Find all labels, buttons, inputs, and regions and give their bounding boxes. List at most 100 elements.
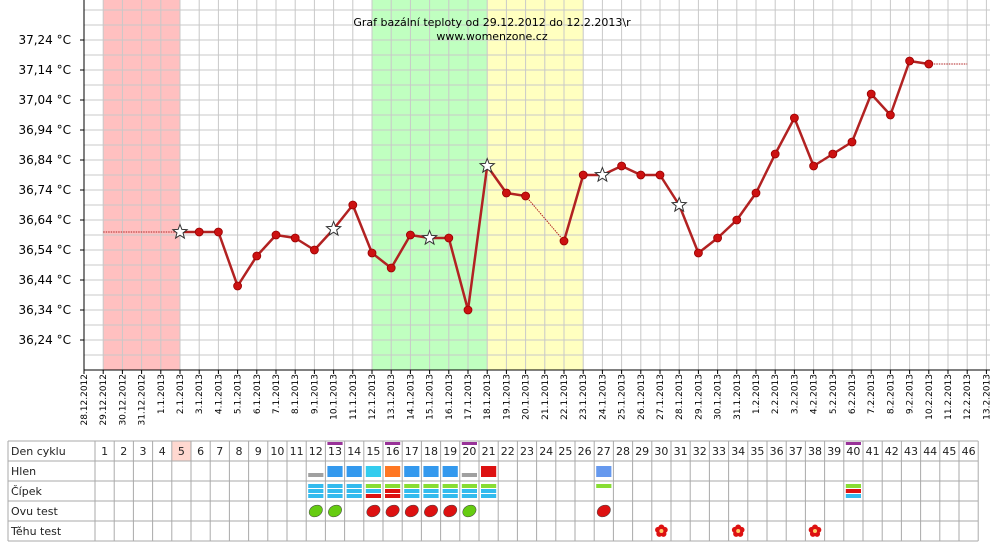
ovu-test-mark [366,504,381,518]
day-mark [461,442,477,445]
data-point [694,248,703,258]
x-tick-label: 21.1.2013 [541,374,551,420]
phase-band-3 [487,0,584,370]
cipek-mark [596,484,612,488]
day-number: 33 [712,445,726,458]
ovu-test-mark [462,504,477,518]
x-tick-label: 28.12.2012 [80,374,90,426]
cipek-mark [308,484,324,488]
x-tick-label: 26.1.2013 [637,374,647,420]
cipek-mark [845,484,861,488]
data-point [790,113,799,123]
y-tick-label: 36,54 °C [18,243,71,257]
y-tick-label: 36,64 °C [18,213,71,227]
day-number: 32 [693,445,707,458]
x-tick-label: 20.1.2013 [522,374,532,420]
data-point [828,149,838,159]
day-number: 26 [578,445,592,458]
series-line-segment-2 [562,59,929,255]
star-marker [325,220,343,237]
day-number: 1 [101,445,108,458]
x-tick-label: 3.1.2013 [195,374,205,414]
cipek-mark [461,489,477,493]
ovu-test-mark [308,504,323,518]
data-point [309,245,319,255]
day-number: 38 [808,445,822,458]
y-tick-label: 36,74 °C [18,183,71,197]
day-number: 11 [290,445,304,458]
cipek-mark [461,494,477,498]
grid-lines [83,0,990,370]
hlen-mark [596,466,612,477]
data-point [559,236,569,246]
day-number: 41 [866,445,880,458]
day-number: 25 [558,445,572,458]
x-tick-label: 1.2.2013 [752,374,762,414]
day-number: 35 [750,445,764,458]
cipek-mark [365,484,381,488]
day-number: 37 [789,445,803,458]
data-point [578,170,588,180]
data-point [866,89,876,99]
x-tick-label: 8.2.2013 [886,374,896,414]
data-point [367,248,377,258]
star-marker [421,229,439,246]
day-mark [327,442,343,445]
data-point [213,227,223,237]
data-point [444,233,454,243]
x-tick-label: 8.1.2013 [291,374,301,414]
x-tick-label: 4.2.2013 [810,374,820,414]
day-number: 46 [962,445,976,458]
x-tick-label: 27.1.2013 [656,374,666,420]
day-mark [385,442,401,445]
data-point [751,188,761,198]
data-point [886,110,895,120]
ovu-test-mark [443,504,458,518]
ovu-test-mark [385,504,400,518]
x-tick-label: 7.2.2013 [867,374,877,414]
cipek-mark [442,494,458,498]
hlen-mark [423,466,439,477]
cipek-mark [308,489,324,493]
cipek-mark [327,489,343,493]
data-point [348,200,358,210]
day-number: 40 [846,445,860,458]
tehu-test-mark [731,524,745,537]
day-number: 17 [405,445,419,458]
star-marker [593,166,611,183]
day-number: 20 [462,445,476,458]
cipek-mark [404,494,420,498]
cipek-mark [385,494,401,498]
ovu-test-mark [424,504,438,518]
day-number: 14 [347,445,361,458]
cipek-mark [423,484,439,488]
y-tick-label: 37,24 °C [18,33,71,47]
x-tick-label: 25.1.2013 [618,374,628,420]
day-number: 24 [539,445,553,458]
cipek-mark [385,489,401,493]
cipek-mark [423,489,439,493]
x-tick-label: 2.1.2013 [176,374,186,414]
x-tick-label: 29.1.2013 [694,374,704,420]
cipek-mark [308,494,324,498]
highlight-day-cell [171,441,191,461]
cipek-mark [423,494,439,498]
y-tick-label: 36,34 °C [18,303,71,317]
x-tick-label: 30.12.2012 [118,374,128,426]
tehu-test-mark [655,524,668,537]
cipek-mark [346,484,362,488]
row-label: Těhu test [10,525,62,538]
hlen-mark [442,466,458,477]
x-tick-label: 23.1.2013 [579,374,589,420]
day-number: 10 [270,445,284,458]
day-number: 15 [366,445,380,458]
day-number: 45 [942,445,956,458]
cipek-mark [404,489,420,493]
data-point [233,281,243,291]
x-tick-label: 10.2.2013 [925,374,935,420]
day-number: 43 [904,445,918,458]
cipek-mark [346,494,362,498]
